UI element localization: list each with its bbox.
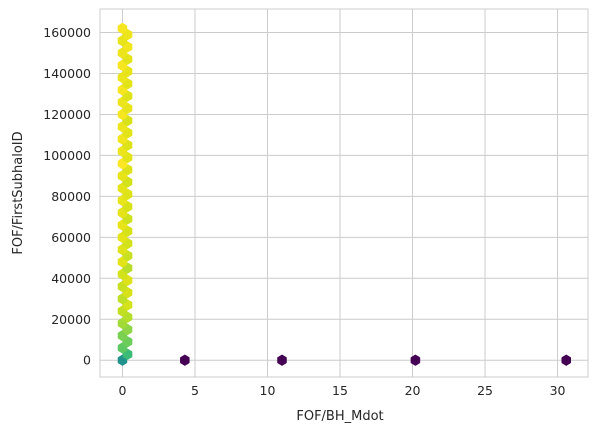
x-tick-label: 20 [405,383,421,398]
x-tick-label: 25 [477,383,493,398]
hexbin-cell [410,354,421,366]
y-tick-labels: 0 20000 40000 60000 80000 100000 120000 140000 1… [43,25,91,368]
y-tick-label: 40000 [51,271,91,286]
y-tick-label: 20000 [51,312,91,327]
hexbin-cell [277,354,287,366]
y-tick-label: 60000 [51,230,91,245]
x-tick-label: 30 [550,383,566,398]
y-tick-label: 160000 [43,25,91,40]
y-tick-label: 140000 [43,66,91,81]
x-tick-label: 15 [332,383,348,398]
hexbin-cell [180,354,190,366]
y-tick-label: 0 [83,353,91,368]
y-tick-label: 80000 [51,189,91,204]
x-tick-label: 10 [260,383,276,398]
y-tick-label: 120000 [43,107,91,122]
hexbin-cells [117,22,571,366]
x-tick-labels: 0 5 10 15 20 25 30 [119,383,566,398]
grid-lines [100,9,588,377]
x-tick-label: 5 [191,383,199,398]
y-axis-label: FOF/FirstSubhaloID [11,131,26,254]
hexbin-cell [117,22,128,35]
x-axis-label: FOF/BH_Mdot [296,409,383,424]
x-tick-label: 0 [119,383,127,398]
hexbin-cell [561,354,571,366]
y-tick-label: 100000 [43,148,91,163]
plot-frame [99,8,589,378]
